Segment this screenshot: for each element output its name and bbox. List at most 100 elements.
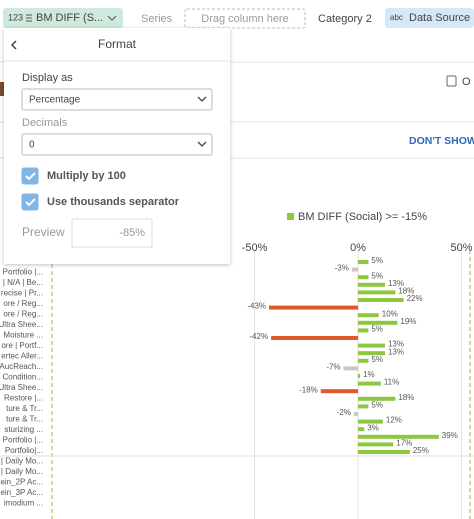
value-label: -18%: [299, 385, 318, 394]
bar: [358, 381, 381, 386]
bar: [358, 358, 369, 363]
bar: [358, 442, 394, 447]
bar: [358, 298, 404, 302]
checkbox[interactable]: [21, 167, 39, 185]
bar: [358, 282, 385, 287]
value-label: 18%: [398, 287, 414, 296]
row-label: Ultra Shee...: [0, 383, 43, 392]
bar: [320, 389, 359, 394]
header-partial-text: O: [462, 76, 471, 88]
row-label: | Daily Mo...: [1, 457, 43, 466]
bar: [358, 434, 439, 439]
value-label: 13%: [388, 347, 404, 356]
field-label: Decimals: [22, 117, 68, 129]
value-label: -7%: [326, 363, 340, 372]
drop-zone[interactable]: [184, 8, 306, 29]
row-label: recise | Pr...: [1, 289, 43, 298]
check-mark: [25, 198, 36, 207]
value-label: 1%: [363, 370, 375, 379]
bar: [358, 450, 410, 454]
value-label: 10%: [382, 309, 398, 318]
drag-icon: [26, 14, 32, 22]
value-label: 11%: [384, 378, 399, 387]
value-label: 19%: [400, 317, 416, 326]
bar: [358, 343, 385, 348]
field-label: Display as: [22, 72, 73, 84]
series-label: Series: [141, 13, 173, 25]
value-label: 18%: [398, 393, 414, 402]
preview-box: [71, 218, 153, 248]
chevron: [107, 15, 117, 21]
type-tag: abc: [390, 13, 403, 22]
row-label: imodium ...: [4, 499, 43, 508]
row-label: ertec Aller...: [1, 352, 43, 361]
value-label: -43%: [247, 302, 266, 311]
bar: [269, 305, 359, 310]
row-label: Restore |...: [4, 394, 43, 403]
bar: [358, 290, 396, 295]
chevron: [197, 96, 207, 102]
value-label: -3%: [335, 264, 349, 273]
row-label: Portfolio|...: [5, 446, 43, 455]
bar: [358, 351, 385, 356]
bar: [358, 419, 383, 424]
checkbox-label: Multiply by 100: [47, 170, 126, 182]
row-label: Ultra Shee...: [0, 320, 43, 329]
value-label: 13%: [388, 279, 404, 288]
legend-swatch: [287, 213, 294, 220]
value-label: 5%: [371, 401, 383, 410]
x-tick-label: -50%: [242, 242, 268, 254]
select[interactable]: [21, 133, 213, 156]
bar: [351, 267, 359, 272]
row-label: ture & Tr...: [6, 415, 43, 424]
bar: [358, 328, 369, 333]
row-label: AucReach...: [0, 362, 43, 371]
value-label: 22%: [407, 294, 423, 303]
checkbox-label: Use thousands separator: [47, 196, 180, 208]
chart: -50%0%50%BM DIFF (Social) >= -15%dPortfo…: [0, 211, 474, 519]
icon: [0, 82, 5, 96]
bar: [358, 374, 361, 378]
bar: [358, 275, 369, 280]
value-label: 5%: [371, 256, 383, 265]
row-label: ore | Portf...: [1, 341, 43, 350]
panel-title: Format: [98, 37, 137, 51]
row-label: Condition...: [3, 373, 43, 382]
row-label: ein_2P Ac...: [0, 478, 43, 487]
row-label: ture & Tr...: [6, 404, 43, 413]
preview-label: Preview: [22, 225, 65, 239]
x-tick-label: 50%: [451, 242, 473, 254]
preview-value: -85%: [119, 227, 145, 239]
format-panel: Format Display as Percentage Decimals 0 …: [4, 28, 230, 264]
bar: [358, 396, 396, 401]
back-button[interactable]: [10, 40, 17, 50]
bar: [358, 313, 379, 318]
bar: [358, 320, 398, 325]
row-label: Moisture ...: [3, 331, 43, 340]
select-value: 0: [29, 140, 35, 151]
row-label: ore / Reg...: [3, 299, 43, 308]
data-source-pill[interactable]: [385, 8, 474, 28]
check-mark: [25, 172, 36, 181]
bar: [343, 366, 359, 371]
bar: [358, 404, 369, 409]
row-label: | N/A | Be...: [3, 278, 43, 287]
drop-hint: Drag column here: [201, 13, 288, 25]
value-label: 5%: [371, 355, 383, 364]
value-field-pill[interactable]: [3, 8, 123, 28]
value-label: 25%: [413, 446, 429, 455]
value-label: 13%: [388, 340, 404, 349]
data-source-label: Data Source: [409, 12, 470, 24]
select[interactable]: [21, 88, 213, 111]
row-label: sturizing ...: [4, 425, 43, 434]
checkbox[interactable]: [21, 193, 39, 211]
row-label: | Daily Mo...: [1, 467, 43, 476]
toolbar: 123 BM DIFF (S... Series Drag column her…: [3, 8, 474, 29]
calendar-icon[interactable]: [446, 75, 457, 87]
dont-show-button[interactable]: DON'T SHOW: [409, 135, 474, 147]
row-label: ein_3P Ac...: [0, 488, 43, 497]
value-label: 39%: [442, 431, 458, 440]
bar: [271, 336, 359, 340]
